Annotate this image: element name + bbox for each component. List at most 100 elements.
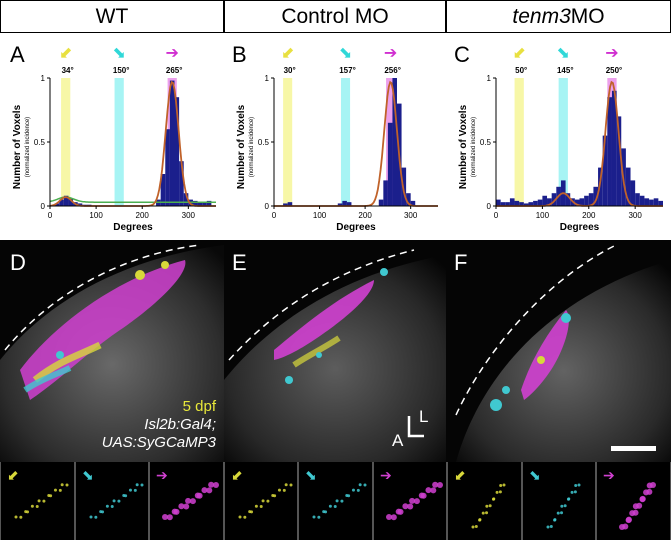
tuning-angle-label: 50° [515,66,527,75]
histogram-bar [179,161,184,206]
tuning-angle-label: 150° [113,66,130,75]
y-tick-label: 0.5 [480,138,492,147]
x-tick-label: 200 [582,211,596,220]
direction-arrow-icon: ⬋ [59,45,72,62]
histogram-bar [574,199,580,206]
column-title: Control MO [281,4,389,28]
histogram-bar [523,203,529,206]
channel-thumbnail: ➔ [149,462,224,540]
histogram-bar [639,195,645,206]
tuning-angle-label: 250° [606,66,623,75]
column-title: WT [95,4,129,28]
direction-arrow-icon: ⬋ [231,467,243,483]
x-tick-label: 0 [272,211,277,220]
histogram-chart: ⬋ 34° ⬊ 150° ➔ 265° 0 100 200 300 0 0.5 1 Degrees Numb… [12,45,216,233]
x-tick-label: 0 [48,211,53,220]
histogram-bar [519,202,524,206]
y-axis-label: Number of Voxels [236,104,247,189]
histogram-bar [346,202,352,206]
channel-thumbnail: ➔ [596,462,671,540]
y-tick-label: 1 [265,74,270,83]
histogram-bar [206,200,212,206]
histogram-panel: ⬋ 50° ⬊ 145° ➔ 250° 0 100 200 300 0 0.5 1 Degrees Numb… [446,33,671,240]
tuning-band [61,78,71,206]
histogram-bar [579,198,585,206]
microscopy-panel-f [446,240,671,462]
histogram-panel: ⬋ 30° ⬊ 157° ➔ 256° 0 100 200 300 0 0.5 1 Degrees Numb… [224,33,446,240]
histogram-bar [174,97,180,206]
histogram-bar [500,202,506,206]
histogram-bar [598,167,603,206]
axis-label-a: A [392,431,404,450]
x-tick-label: 300 [628,211,642,220]
column-header-wt: WT [0,0,224,33]
histogram-bar [625,167,631,206]
y-axis-sublabel: (normalized incidence) [249,117,255,177]
histogram-bar [169,80,175,206]
microscopy-image-e [224,240,446,462]
direction-arrow-icon: ⬋ [281,45,294,62]
column-header-tenm3-mo: tenm3 MO [446,0,671,33]
y-tick-label: 0 [487,202,492,211]
histogram-bar [287,202,293,206]
histogram-bar [635,193,640,206]
direction-arrow-icon: ➔ [156,467,168,483]
channel-thumbnail: ⬊ [522,462,596,540]
histogram-chart: ⬋ 50° ⬊ 145° ➔ 250° 0 100 200 300 0 0.5 1 Degrees Numb… [458,45,663,233]
histogram-bar [68,198,74,206]
histogram-bar [547,198,552,206]
x-tick-label: 200 [358,211,372,220]
histogram-bar [160,174,166,206]
x-tick-label: 0 [494,211,499,220]
histogram-bar [593,186,599,206]
tuning-band [283,78,293,206]
histogram-bar [165,129,170,206]
y-axis-label: Number of Voxels [12,104,23,189]
axis-label-l: L [419,407,429,426]
fit-curve [49,80,216,207]
histogram-bar [496,199,501,206]
direction-arrow-icon: ➔ [384,45,397,62]
histogram-bar [383,180,388,206]
y-tick-label: 1 [487,74,492,83]
tuning-angle-label: 30° [284,66,296,75]
column-title-suffix: MO [570,4,605,28]
direction-arrow-icon: ⬊ [529,467,541,483]
histogram-bar [410,200,416,206]
histogram-bar [54,203,60,206]
tuning-angle-label: 145° [557,66,574,75]
histogram-panel: ⬋ 34° ⬊ 150° ➔ 265° 0 100 200 300 0 0.5 1 Degrees Numb… [0,33,224,240]
tuning-band [114,78,124,206]
histogram-bar [542,195,548,206]
direction-arrow-icon: ⬊ [305,467,317,483]
histogram-bar [378,199,384,206]
channel-thumbnail: ⬊ [298,462,373,540]
microscopy-panel-d: 5 dpf Isl2b:Gal4; UAS:SyGCaMP3 [0,240,224,462]
y-tick-label: 1 [41,74,46,83]
direction-arrow-icon: ⬋ [512,45,525,62]
fit-curve [274,80,438,207]
tuning-band [558,78,568,206]
x-tick-label: 300 [404,211,418,220]
x-axis-label: Degrees [336,222,376,233]
tuning-angle-label: 265° [166,66,183,75]
direction-arrow-icon: ➔ [603,467,615,483]
stage-label: 5 dpf Isl2b:Gal4; UAS:SyGCaMP3 [102,398,216,452]
histogram-bar [658,200,663,206]
histogram-bar [514,200,520,206]
histogram-bar [653,198,659,206]
histogram-bar [616,116,622,206]
panel-letter: C [454,42,470,67]
histogram-bar [77,203,83,206]
histogram-bar [630,180,636,206]
direction-arrow-icon: ➔ [165,45,178,62]
histogram-bar [283,203,288,206]
y-axis-sublabel: (normalized incidence) [25,117,31,177]
panel-letter: A [10,42,25,67]
direction-arrow-icon: ⬋ [7,467,19,483]
histogram-bar [59,199,64,206]
histogram-bar [387,122,393,206]
histogram-bar [202,202,207,206]
x-tick-label: 300 [182,211,196,220]
tuning-angle-label: 256° [384,66,401,75]
